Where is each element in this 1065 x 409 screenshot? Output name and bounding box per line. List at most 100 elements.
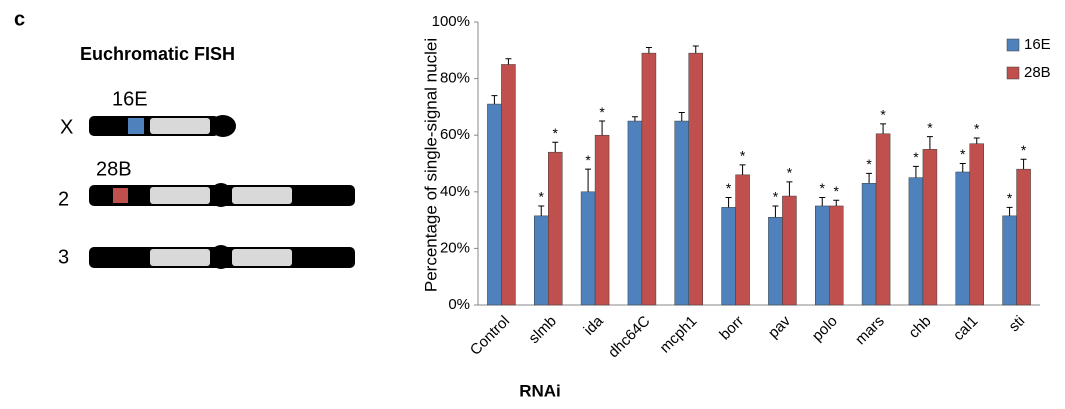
- figure: c Euchromatic FISH X 16E 2 28B 3 Percent…: [0, 0, 1065, 404]
- significance-mark: *: [585, 152, 591, 168]
- error-bar: [913, 166, 919, 177]
- chromosome-label: 2: [58, 188, 69, 210]
- x-tick-label: polo: [809, 313, 841, 345]
- error-bar: [538, 206, 544, 216]
- bar: [862, 183, 876, 305]
- significance-mark: *: [1021, 142, 1027, 158]
- euchromatin: [150, 187, 210, 204]
- centromere: [210, 183, 232, 207]
- panel-label: c: [14, 8, 25, 30]
- error-bar: [679, 113, 685, 121]
- chromosome-label: X: [60, 116, 73, 138]
- x-tick-label: mcph1: [657, 313, 701, 357]
- significance-mark: *: [740, 148, 746, 164]
- error-bar: [1007, 207, 1013, 215]
- significance-mark: *: [773, 189, 779, 205]
- x-tick-label: dhc64C: [605, 312, 654, 361]
- error-bar: [833, 200, 839, 206]
- x-tick-label: mars: [852, 313, 888, 349]
- bar: [768, 217, 782, 305]
- legend-label: 28B: [1024, 64, 1051, 81]
- significance-mark: *: [960, 146, 966, 162]
- x-tick-label: slmb: [525, 313, 559, 347]
- error-bar: [646, 47, 652, 53]
- error-bar: [505, 59, 511, 65]
- bar: [487, 104, 501, 305]
- error-bar: [693, 46, 699, 53]
- y-tick-label: 40%: [440, 183, 470, 200]
- bar: [722, 207, 736, 305]
- bar: [736, 175, 750, 305]
- error-bar: [974, 138, 980, 144]
- bar: [782, 196, 796, 305]
- x-tick-label: cal1: [950, 313, 981, 344]
- euchromatin: [150, 118, 210, 134]
- x-tick-label: Control: [467, 313, 513, 359]
- legend-swatch: [1007, 39, 1019, 51]
- y-tick-label: 60%: [440, 126, 470, 143]
- error-bar: [880, 124, 886, 134]
- bar: [876, 134, 890, 305]
- significance-mark: *: [553, 125, 559, 141]
- legend-label: 16E: [1024, 36, 1051, 53]
- bar: [970, 144, 984, 305]
- bar: [829, 206, 843, 305]
- bar: [815, 206, 829, 305]
- significance-mark: *: [820, 180, 826, 196]
- significance-mark: *: [927, 119, 933, 135]
- significance-mark: *: [880, 107, 886, 123]
- significance-mark: *: [866, 156, 872, 172]
- x-tick-label: ida: [581, 312, 608, 339]
- error-bar: [632, 117, 638, 121]
- bar: [501, 64, 515, 305]
- significance-mark: *: [599, 104, 605, 120]
- chromosome-label: 3: [58, 246, 69, 268]
- error-bar: [819, 197, 825, 205]
- error-bar: [491, 96, 497, 104]
- locus-marker: [113, 188, 128, 203]
- x-tick-label: borr: [716, 313, 747, 344]
- significance-mark: *: [539, 189, 545, 205]
- bar: [628, 121, 642, 305]
- error-bar: [786, 182, 792, 196]
- error-bar: [1021, 159, 1027, 169]
- significance-mark: *: [974, 121, 980, 137]
- significance-mark: *: [787, 165, 793, 181]
- y-axis-label: Percentage of single-signal nuclei: [421, 38, 440, 292]
- legend-swatch: [1007, 67, 1019, 79]
- euchromatin: [232, 187, 292, 204]
- error-bar: [772, 206, 778, 217]
- x-tick-label: pav: [765, 312, 794, 341]
- bar: [909, 178, 923, 305]
- bar: [689, 53, 703, 305]
- y-tick-label: 100%: [432, 13, 470, 30]
- x-tick-label: sti: [1006, 313, 1029, 336]
- significance-mark: *: [834, 183, 840, 199]
- bar: [595, 135, 609, 305]
- bar: [1017, 169, 1031, 305]
- error-bar: [552, 142, 558, 152]
- bar: [923, 149, 937, 305]
- y-tick-label: 0%: [448, 296, 470, 313]
- x-tick-label: chb: [905, 313, 934, 342]
- significance-mark: *: [913, 149, 919, 165]
- y-tick-label: 80%: [440, 70, 470, 87]
- locus-marker: [128, 118, 144, 134]
- centromere: [210, 245, 232, 269]
- diagram-title: Euchromatic FISH: [80, 44, 235, 64]
- bar: [534, 216, 548, 305]
- bar: [581, 192, 595, 305]
- bar: [1003, 216, 1017, 305]
- locus-label: 16E: [112, 88, 148, 110]
- error-bar: [960, 164, 966, 172]
- locus-label: 28B: [96, 158, 132, 180]
- x-axis-label: RNAi: [519, 381, 561, 400]
- significance-mark: *: [726, 180, 732, 196]
- bar: [548, 152, 562, 305]
- error-bar: [585, 169, 591, 192]
- bar: [642, 53, 656, 305]
- y-tick-label: 20%: [440, 239, 470, 256]
- error-bar: [599, 121, 605, 135]
- error-bar: [726, 197, 732, 207]
- significance-mark: *: [1007, 190, 1013, 206]
